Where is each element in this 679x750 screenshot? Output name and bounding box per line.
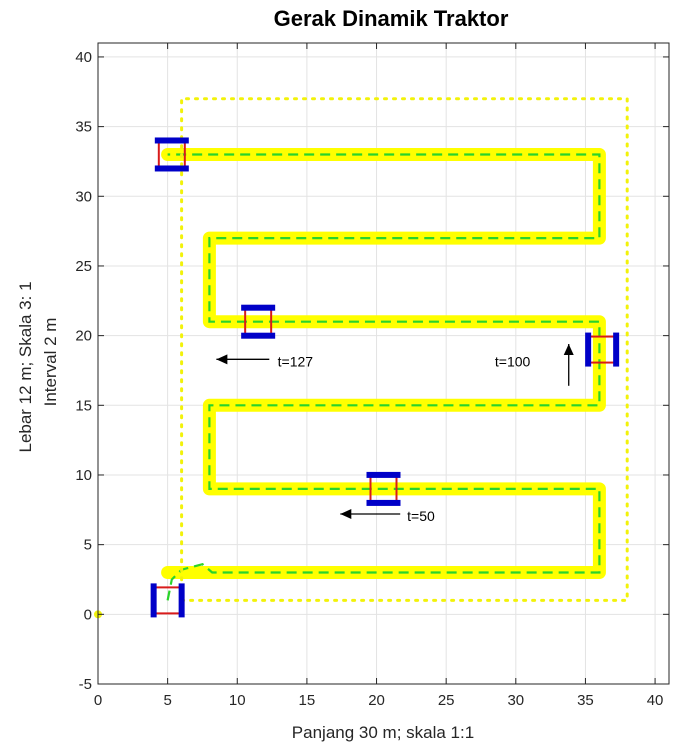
- x-tick-label: 40: [647, 692, 664, 709]
- x-axis-label: Panjang 30 m; skala 1:1: [292, 723, 474, 742]
- y-tick-label: 35: [75, 119, 92, 136]
- tractor-wheel: [154, 137, 189, 144]
- y-tick-label: 25: [75, 258, 92, 275]
- tractor-icon: [150, 583, 185, 618]
- annotation-arrow-head: [340, 508, 352, 519]
- y-tick-label: 10: [75, 467, 92, 484]
- y-axis-label: Lebar 12 m; Skala 3: 1: [16, 281, 35, 452]
- x-tick-label: 5: [163, 692, 171, 709]
- x-tick-label: 0: [94, 692, 102, 709]
- y-tick-label: 0: [84, 606, 92, 623]
- x-tick-label: 15: [299, 692, 316, 709]
- plot-frame: [97, 42, 670, 685]
- tractor-wheel: [366, 471, 401, 478]
- tractor-wheel: [241, 332, 276, 339]
- series-dotted-line: [180, 97, 629, 602]
- y-tick-label: 15: [75, 397, 92, 414]
- y-tick-label: 5: [84, 537, 92, 554]
- tractor-wheel: [150, 583, 157, 618]
- time-annotation: t=100: [495, 343, 574, 386]
- y-tick-label: -5: [79, 676, 92, 693]
- tractor-wheel: [241, 304, 276, 311]
- chart-title: Gerak Dinamik Traktor: [274, 6, 509, 31]
- annotation-arrow-head: [563, 343, 574, 355]
- x-tick-label: 35: [577, 692, 594, 709]
- tractor-wheel: [366, 499, 401, 506]
- x-tick-label: 30: [507, 692, 524, 709]
- tractor-wheel: [585, 332, 592, 367]
- x-tick-label: 20: [368, 692, 385, 709]
- data-layer: t=50 t=100 t=127: [94, 97, 629, 619]
- tractor-icon: [366, 471, 401, 506]
- time-annotation: t=127: [216, 353, 313, 369]
- tractor-wheel: [613, 332, 620, 367]
- tractor-wheel: [178, 583, 185, 618]
- tractor-icon: [585, 332, 620, 367]
- tractor-icon: [241, 304, 276, 339]
- y-axis-label-secondary: Interval 2 m: [41, 318, 60, 407]
- annotation-arrow-head: [216, 354, 228, 365]
- annotation-label: t=100: [495, 353, 531, 369]
- tractor-icon: [154, 137, 189, 172]
- tractor-wheel: [154, 165, 189, 172]
- annotation-label: t=50: [407, 508, 435, 524]
- x-tick-label: 10: [229, 692, 246, 709]
- y-tick-label: 40: [75, 49, 92, 66]
- x-tick-label: 25: [438, 692, 455, 709]
- y-tick-label: 30: [75, 188, 92, 205]
- y-tick-label: 20: [75, 328, 92, 345]
- time-annotation: t=50: [340, 508, 435, 524]
- annotation-label: t=127: [278, 353, 314, 369]
